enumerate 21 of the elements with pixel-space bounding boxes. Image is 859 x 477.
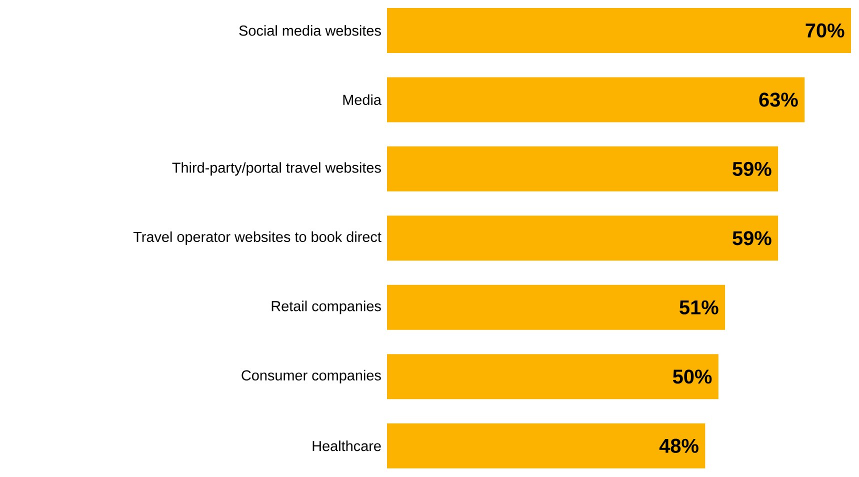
y-tick-label: Retail companies [272,300,381,314]
bar [387,284,726,330]
y-tick-label: Consumer companies [242,370,381,384]
data-label: 59% [732,231,772,246]
data-label: 50% [672,370,712,384]
data-label: 59% [732,162,772,176]
data-label: 70% [806,23,844,38]
bar [387,216,778,261]
data-label: 63% [759,92,798,107]
bar [387,8,851,53]
y-tick-label: Travel operator websites to book direct [133,231,382,245]
y-tick-label: Healthcare [312,440,381,452]
data-label: 48% [659,438,698,453]
y-tick-label: Third-party/portal travel websites [172,162,381,176]
bar [387,354,718,400]
data-label: 51% [680,300,718,314]
bar [387,146,778,192]
bar [387,423,706,468]
y-tick-label: Media [343,94,382,105]
bar [387,77,805,122]
y-tick-label: Social media websites [239,25,381,36]
